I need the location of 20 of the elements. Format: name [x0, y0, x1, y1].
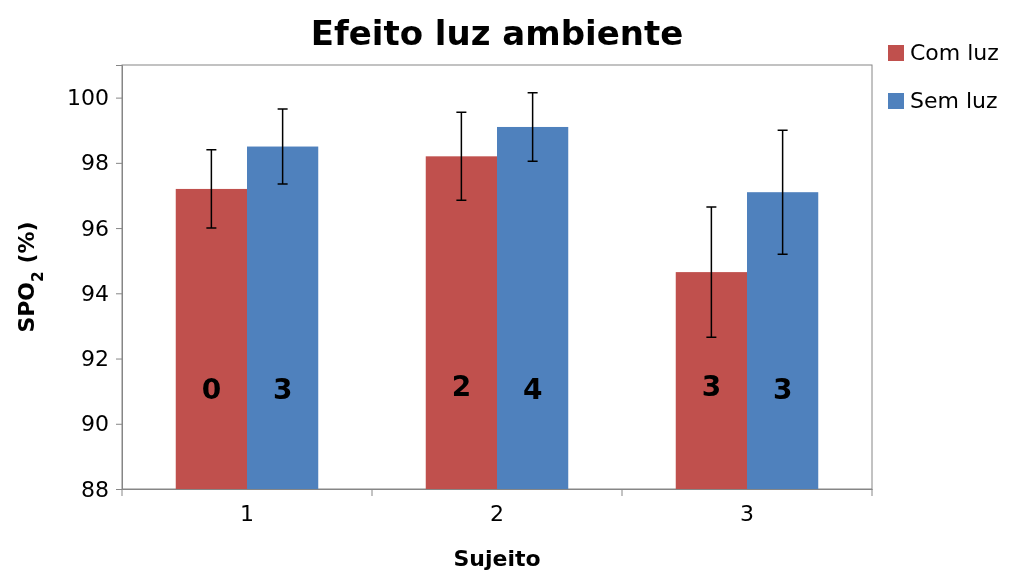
y-tick-label: 100 — [67, 85, 109, 111]
annotation: 2 — [451, 369, 472, 403]
y-tick-label: 96 — [81, 215, 109, 241]
x-tick-label: 3 — [740, 500, 754, 526]
x-tick-label: 2 — [490, 500, 504, 526]
annotation: 4 — [522, 373, 543, 407]
x-axis-title: Sujeito — [453, 546, 541, 570]
y-tick-label: 92 — [81, 346, 109, 372]
y-tick-label: 94 — [81, 280, 109, 306]
legend-label: Com luz — [910, 40, 999, 65]
annotation: 3 — [701, 369, 722, 403]
annotation: 3 — [772, 373, 793, 407]
annotation: 3 — [272, 373, 293, 407]
y-tick-label: 90 — [81, 411, 109, 437]
chart-title: Efeito luz ambiente — [310, 13, 684, 53]
legend-label: Sem luz — [910, 88, 998, 113]
y-tick-label: 98 — [81, 150, 109, 176]
x-tick-label: 1 — [240, 500, 254, 526]
y-tick-label: 88 — [81, 476, 109, 502]
annotation: 0 — [201, 373, 222, 407]
